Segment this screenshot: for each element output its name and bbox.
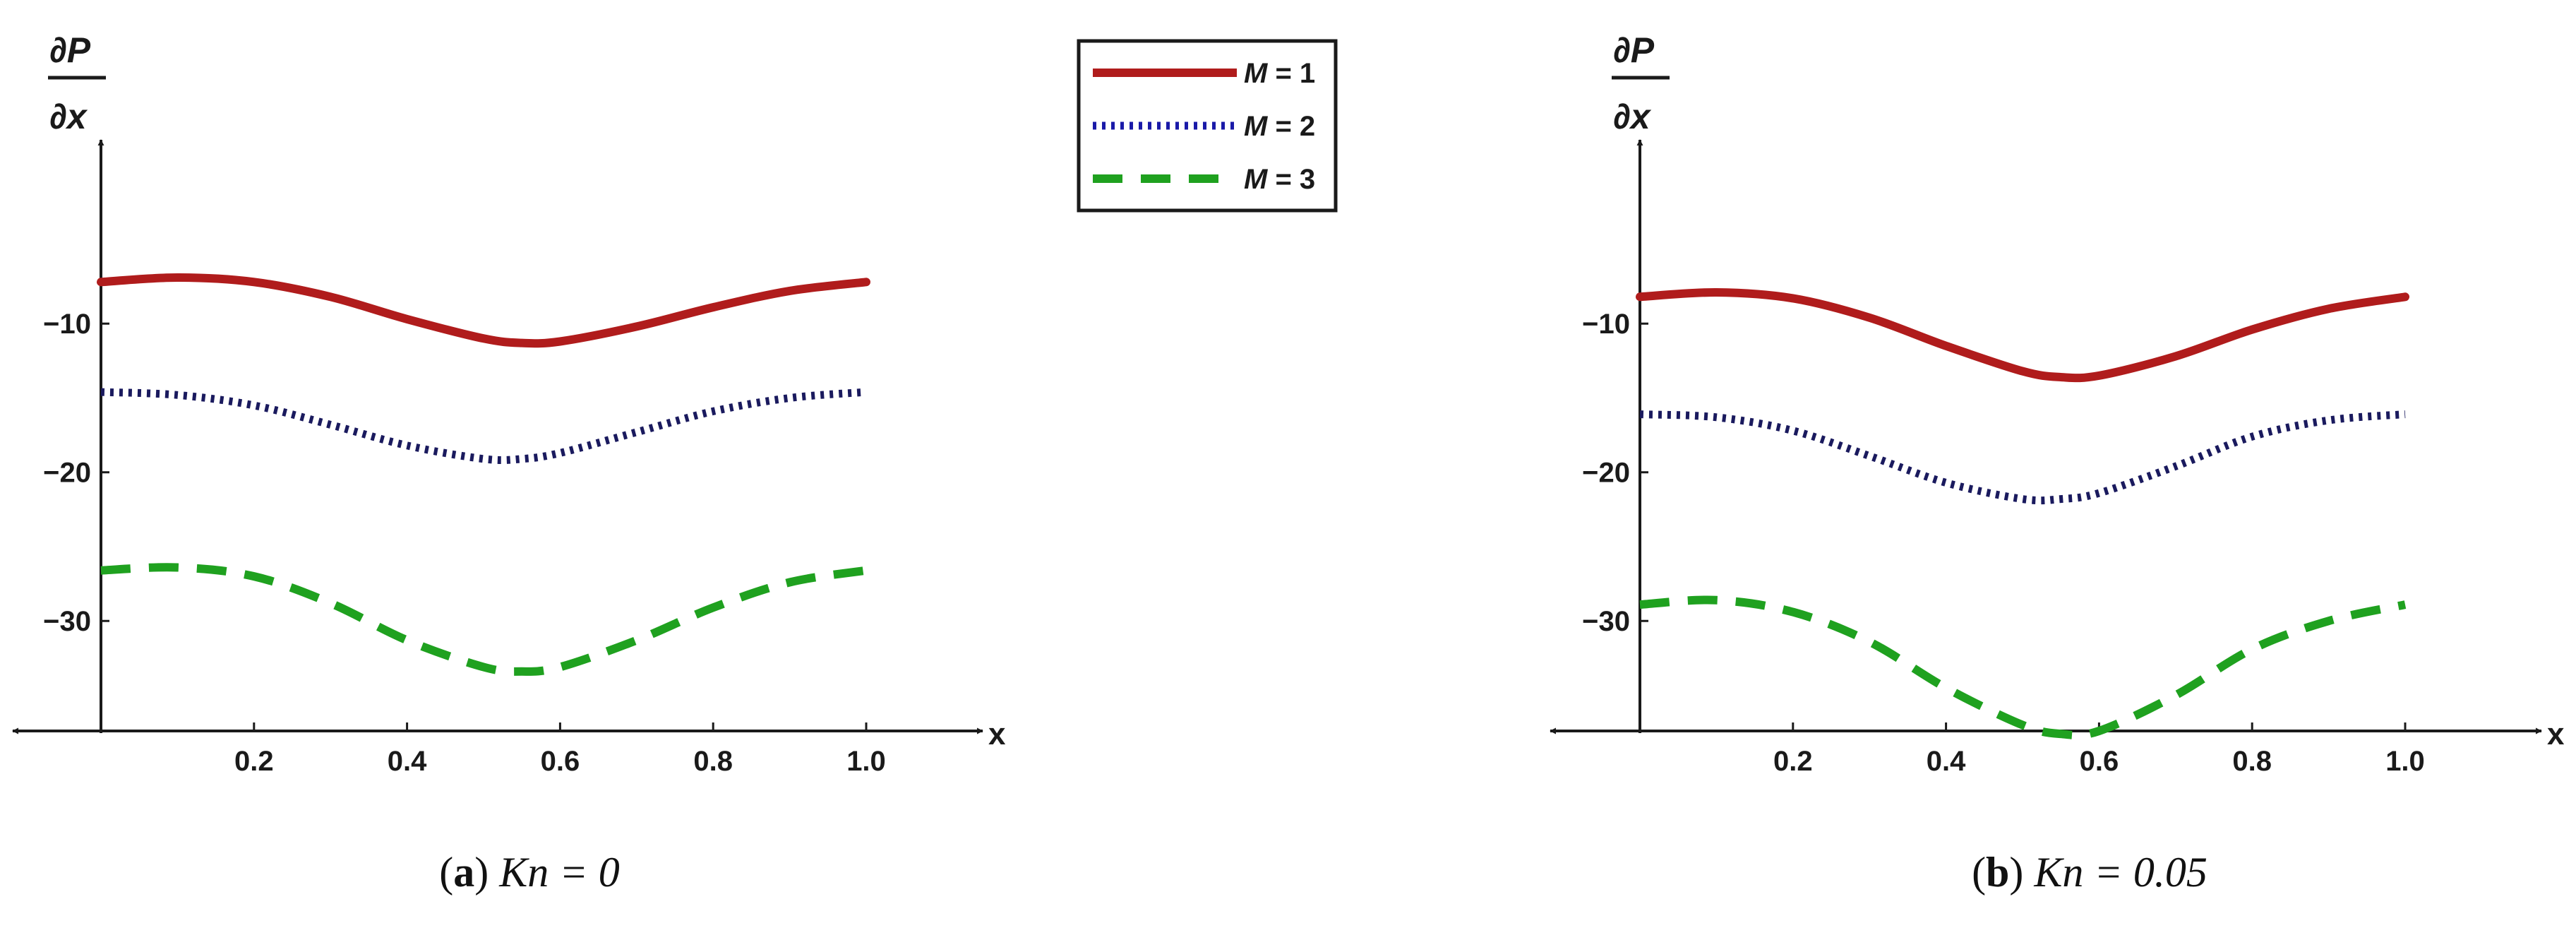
caption-b-letter: b: [1986, 849, 2009, 896]
x-tick-label: 1.0: [2385, 746, 2425, 777]
legend-value: = 2: [1267, 111, 1315, 142]
caption-a-text: Kn = 0: [498, 849, 620, 896]
legend-label-m3: M = 3: [1244, 164, 1315, 195]
x-tick-label: 0.4: [1927, 746, 1966, 777]
y-label-denominator-b: ∂x: [1613, 97, 1652, 136]
x-tick-label: 1.0: [846, 746, 886, 777]
y-tick-label: −30: [1582, 606, 1630, 637]
y-axis-label-b: ∂P ∂x: [1612, 30, 1670, 136]
y-tick-label: −20: [1582, 458, 1630, 489]
caption-b: (b) Kn = 0.05: [1972, 849, 2207, 896]
series-line-m3-a: [100, 563, 867, 676]
x-tick-label: 0.6: [2080, 746, 2119, 777]
series-group-b: [1636, 287, 2409, 740]
y-tick-label: −10: [1582, 309, 1630, 340]
series-line-m2-a: [100, 388, 867, 465]
legend-var: M: [1244, 58, 1269, 89]
caption-a: (a) Kn = 0: [439, 849, 619, 896]
x-tick-label: 0.8: [2232, 746, 2272, 777]
x-ticks-b: 0.2 0.4 0.6 0.8 1.0: [1773, 722, 2425, 777]
chart-panel-a: ∂P ∂x 0.2 0.4 0.6 0.8 1.0 −10 −20 −30 x (a) Kn…: [12, 30, 1006, 896]
legend: M = 1M = 2M = 3: [1077, 39, 1338, 213]
legend-label-m2: M = 2: [1244, 111, 1315, 142]
x-tick-label: 0.4: [388, 746, 427, 777]
y-label-numerator-b: ∂P: [1613, 30, 1655, 70]
series-line-m2-b: [1639, 410, 2406, 505]
y-tick-label: −30: [43, 606, 91, 637]
x-tick-label: 0.6: [541, 746, 580, 777]
legend-value: = 3: [1267, 164, 1315, 195]
caption-b-text: Kn = 0.05: [2033, 849, 2207, 896]
x-ticks-a: 0.2 0.4 0.6 0.8 1.0: [234, 722, 886, 777]
series-group-a: [97, 273, 870, 676]
x-tick-label: 0.2: [234, 746, 274, 777]
y-label-numerator-a: ∂P: [49, 30, 91, 70]
legend-var: M: [1244, 164, 1269, 195]
chart-panel-b: ∂P ∂x 0.2 0.4 0.6 0.8 1.0 −10 −20 −30 x (b) Kn…: [1550, 30, 2565, 896]
x-tick-label: 0.8: [693, 746, 733, 777]
legend-value: = 1: [1267, 58, 1315, 89]
series-line-m1-a: [97, 273, 870, 348]
caption-a-letter: a: [453, 849, 474, 896]
series-line-m3-b: [1639, 595, 2407, 740]
series-line-m1-b: [1636, 287, 2409, 383]
y-tick-label: −10: [43, 309, 91, 340]
axes-a: [12, 139, 983, 734]
legend-var: M: [1244, 111, 1269, 142]
axes-b: [1550, 139, 2542, 734]
legend-label-m1: M = 1: [1244, 58, 1315, 89]
y-axis-label-a: ∂P ∂x: [48, 30, 106, 136]
x-axis-label-a: x: [988, 717, 1006, 751]
y-label-denominator-a: ∂x: [49, 97, 88, 136]
x-tick-label: 0.2: [1773, 746, 1813, 777]
y-ticks-b: −10 −20 −30: [1582, 309, 1648, 637]
y-ticks-a: −10 −20 −30: [43, 309, 109, 637]
x-axis-label-b: x: [2547, 717, 2565, 751]
y-tick-label: −20: [43, 458, 91, 489]
